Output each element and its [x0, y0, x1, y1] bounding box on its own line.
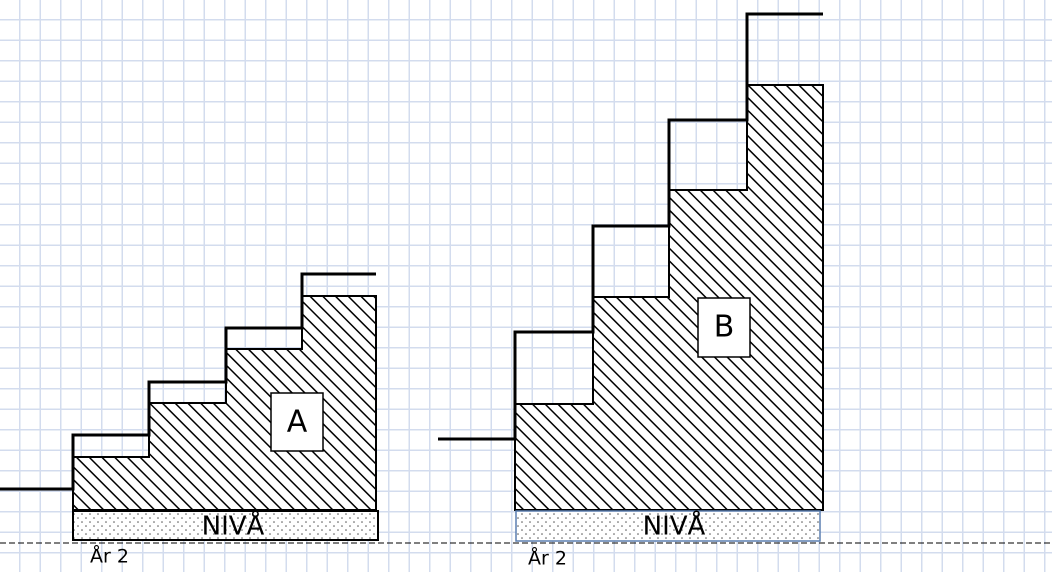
level-label: NIVÅ: [643, 510, 706, 542]
level-box: [72, 510, 379, 541]
label-box: [697, 297, 751, 358]
year-label: År 2: [90, 545, 129, 568]
step-line: [0, 272, 376, 491]
level-label: NIVÅ: [202, 510, 265, 542]
step-line: [438, 12, 823, 441]
label-box: [270, 392, 324, 452]
year-label: År 2: [528, 547, 567, 570]
level-box: [515, 510, 821, 542]
area-label: B: [714, 310, 735, 345]
area-label: A: [287, 405, 308, 440]
